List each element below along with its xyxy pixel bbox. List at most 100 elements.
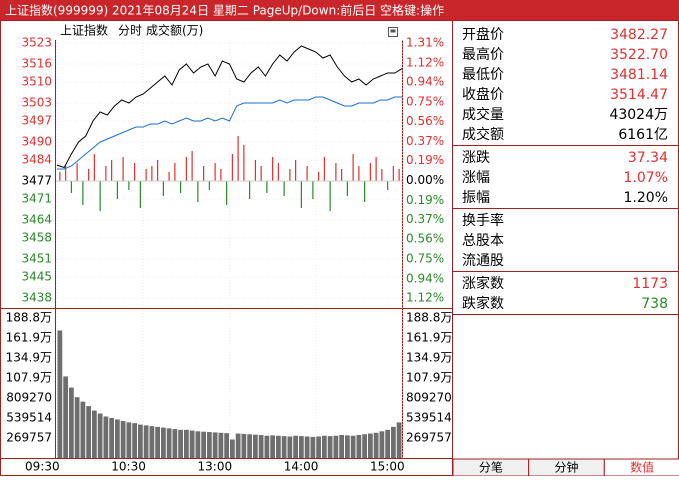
volume-bar <box>161 427 166 458</box>
volume-bar <box>385 429 390 458</box>
volume-tick-label-right: 269757 <box>406 431 452 445</box>
y-tick-label: 3510 <box>21 75 52 89</box>
price-line <box>57 96 402 170</box>
volume-bar <box>235 433 241 458</box>
y2-tick-label: 1.31% <box>406 36 444 50</box>
volume-bar <box>149 426 155 458</box>
tab-label[interactable]: 数值 <box>630 460 654 475</box>
volume-bar <box>212 432 218 458</box>
quote-value: 37.34 <box>628 150 668 166</box>
volume-bar <box>276 435 281 458</box>
frame <box>0 20 679 476</box>
volume-bar <box>345 435 350 458</box>
volume-tick-label-right: 134.9万 <box>406 351 452 365</box>
x-tick-label: 13:00 <box>198 460 233 474</box>
quote-label: 开盘价 <box>462 26 504 43</box>
quote-label: 振幅 <box>462 190 490 206</box>
quote-value: 3482.27 <box>610 27 668 43</box>
quote-value: 1.20% <box>624 190 668 206</box>
x-tick-label: 09:30 <box>25 460 60 474</box>
volume-bar <box>103 416 109 458</box>
volume-tick-label-right: 539514 <box>406 411 452 425</box>
y-tick-label: 3523 <box>21 36 52 50</box>
volume-tick-label: 539514 <box>6 411 52 425</box>
volume-bar <box>368 433 373 458</box>
quote-value: 43024万 <box>609 107 668 123</box>
quote-label: 流通股 <box>462 253 504 269</box>
y2-tick-label: 0.37% <box>406 134 444 148</box>
quote-value: 6161亿 <box>618 127 668 143</box>
quote-value: 738 <box>641 296 668 312</box>
title-bar <box>0 0 679 20</box>
volume-bar <box>97 413 103 458</box>
quote-value: 1173 <box>632 276 668 292</box>
volume-bar <box>178 429 183 458</box>
quote-value: 1.07% <box>624 170 668 186</box>
volume-bar <box>350 435 356 458</box>
volume-bar <box>155 426 160 458</box>
volume-bar <box>126 422 132 458</box>
volume-bar <box>241 433 247 458</box>
chart-mode: 分时 <box>118 24 142 38</box>
y-tick-label: 3458 <box>21 231 52 245</box>
y2-tick-label: 1.12% <box>406 55 444 69</box>
y-tick-label: 3490 <box>21 135 52 149</box>
y2-tick-label: 1.12% <box>406 291 444 305</box>
tab-label[interactable]: 分钟 <box>554 460 578 475</box>
volume-bar <box>92 410 97 458</box>
volume-bar <box>57 330 63 458</box>
quote-label: 涨家数 <box>462 275 504 292</box>
volume-bar <box>132 423 137 458</box>
volume-bar <box>287 436 293 458</box>
volume-bar <box>310 436 316 458</box>
y-tick-label: 3516 <box>21 57 52 71</box>
chart-title: 上证指数 <box>60 23 108 38</box>
volume-bar <box>264 435 270 458</box>
volume-bar <box>373 432 379 458</box>
volume-bar <box>304 436 310 458</box>
quote-label: 最低价 <box>462 67 504 83</box>
y-tick-label: 3451 <box>21 252 52 266</box>
volume-tick-label: 269757 <box>6 431 52 445</box>
volume-bar <box>253 434 258 458</box>
volume-bar <box>143 425 149 458</box>
volume-bar <box>339 435 344 458</box>
volume-bar <box>356 435 362 458</box>
quote-label: 涨幅 <box>462 170 490 186</box>
volume-bar <box>293 435 298 458</box>
y-tick-label: 3464 <box>21 213 52 227</box>
volume-bar <box>63 376 68 458</box>
volume-bar <box>109 417 114 458</box>
volume-bar <box>362 434 367 458</box>
volume-bar <box>270 435 275 458</box>
volume-bar <box>327 436 333 458</box>
quote-label: 成交量 <box>462 106 504 123</box>
quote-value: 3514.47 <box>610 87 668 103</box>
quote-panel: 开盘价 3482.27 最高价 3522.70 最低价 3481.14 收盘价 3514.47… <box>452 26 679 315</box>
x-tick-label: 10:30 <box>111 460 146 474</box>
volume-bar <box>195 431 201 458</box>
volume-bar <box>120 420 126 458</box>
y-tick-label: 3438 <box>21 291 52 305</box>
quote-label: 成交额 <box>462 126 504 143</box>
volume-tick-label: 107.9万 <box>6 371 52 385</box>
y2-tick-label: 0.19% <box>406 193 444 207</box>
y-tick-label: 3497 <box>21 114 52 128</box>
volume-bar <box>172 429 178 458</box>
volume-bar <box>138 424 143 458</box>
volume-bar <box>218 432 224 458</box>
y2-tick-label: 0.19% <box>406 153 444 167</box>
volume-bar <box>299 436 304 458</box>
quote-label: 总股本 <box>462 233 504 249</box>
volume-bar <box>333 435 339 458</box>
tabs: 分笔 分钟 数值 <box>452 458 679 477</box>
quote-label: 跌家数 <box>462 295 504 312</box>
tab-label[interactable]: 分笔 <box>479 460 503 475</box>
price-line <box>56 45 403 169</box>
volume-bar <box>230 439 235 458</box>
volume-bar <box>316 436 321 458</box>
volume-bar <box>184 429 189 458</box>
y-tick-label: 3503 <box>21 96 52 110</box>
y2-tick-label: 0.94% <box>406 74 444 88</box>
